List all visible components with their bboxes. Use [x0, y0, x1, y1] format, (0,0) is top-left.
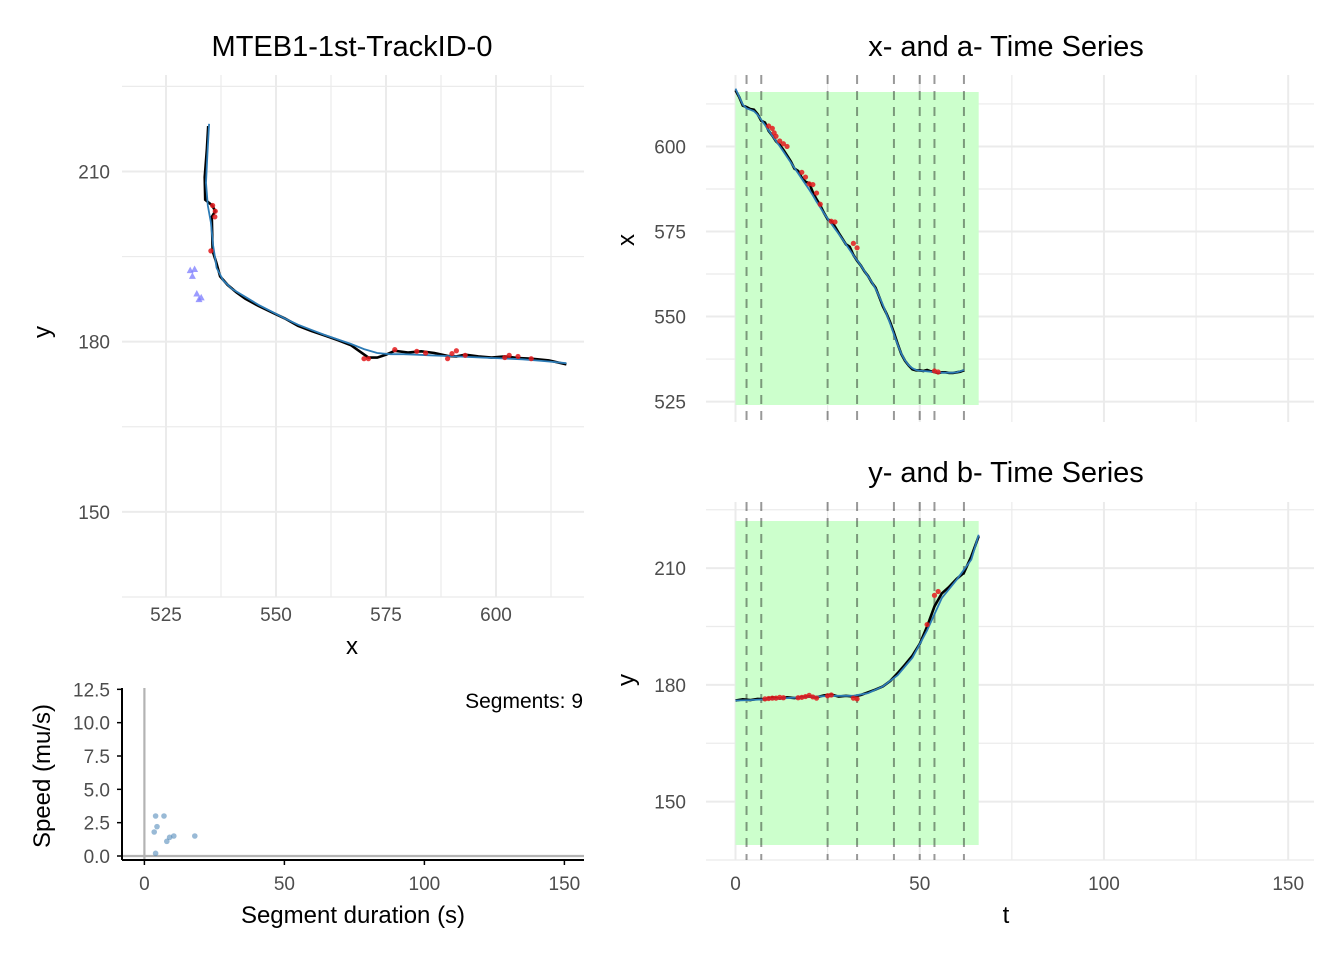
- xseries-red-point: [780, 141, 786, 147]
- speed-point: [152, 813, 159, 819]
- xseries-red-point: [817, 201, 823, 207]
- xseries-ylabel: x: [613, 234, 640, 246]
- yseries-red-point: [769, 695, 775, 701]
- yseries-red-point: [935, 588, 941, 595]
- xseries-red-point: [766, 123, 772, 129]
- speed-y-tick-label: 0.0: [84, 847, 110, 868]
- speed-point: [152, 850, 159, 857]
- speed-annotation: Segments: 9: [465, 690, 583, 713]
- yseries-title: y- and b- Time Series: [868, 457, 1144, 489]
- xseries-red-point: [813, 190, 820, 196]
- yseries-red-point: [854, 696, 860, 702]
- yseries-shaded-region: [735, 521, 979, 845]
- speed-y-tick-label: 12.5: [73, 680, 110, 701]
- xseries-red-point: [773, 133, 779, 139]
- track-red-point: [365, 356, 371, 362]
- track-red-point: [462, 352, 468, 358]
- track-red-point: [414, 348, 420, 354]
- xseries-y-tick-label: 575: [654, 222, 686, 243]
- xseries-red-point: [854, 245, 860, 251]
- xseries-title: x- and a- Time Series: [868, 31, 1144, 63]
- track-title: MTEB1-1st-TrackID-0: [212, 31, 493, 63]
- speed-xlabel: Segment duration (s): [241, 902, 465, 929]
- xseries-y-tick-label: 550: [654, 308, 686, 329]
- xseries-y-tick-label: 600: [654, 137, 686, 158]
- yseries-y-tick-label: 180: [654, 676, 686, 697]
- track-red-point: [212, 208, 218, 214]
- xseries-red-point: [784, 143, 790, 150]
- track-triangle-marker: [195, 295, 203, 303]
- track-ylabel: y: [29, 326, 56, 338]
- plot-layer: 525 550 575 600 150 180 210 0 50 100 150 0.0 2.5 5.0 7…: [73, 75, 1314, 895]
- yseries-y-tick-label: 150: [654, 793, 686, 814]
- speed-y-tick-label: 5.0: [84, 780, 110, 801]
- track-y-tick-label: 210: [78, 162, 110, 183]
- yseries-x-tick-label: 150: [1272, 874, 1304, 895]
- track-x-tick-label: 525: [150, 605, 182, 626]
- track-red-point: [423, 350, 429, 356]
- speed-point: [164, 838, 170, 845]
- yseries-x-tick-label: 0: [730, 874, 741, 895]
- track-triangle-marker: [188, 272, 196, 279]
- speed-ylabel: Speed (mu/s): [29, 704, 56, 848]
- speed-x-tick-label: 150: [549, 874, 581, 895]
- track-triangle-marker: [193, 289, 201, 297]
- track-red-point: [515, 353, 521, 360]
- speed-x-tick-label: 50: [274, 874, 295, 895]
- yseries-x-tick-label: 100: [1088, 874, 1120, 895]
- speed-point: [161, 813, 167, 819]
- xseries-red-point: [799, 169, 805, 175]
- xseries-y-tick-label: 525: [654, 393, 686, 414]
- xseries-red-point: [802, 174, 809, 180]
- yseries-x-tick-label: 50: [909, 874, 930, 895]
- track-x-tick-label: 600: [480, 605, 512, 626]
- speed-y-tick-label: 7.5: [84, 747, 110, 768]
- track-xlabel: x: [346, 633, 358, 660]
- track-red-point: [449, 350, 455, 357]
- track-y-tick-label: 180: [78, 333, 110, 354]
- track-red-point: [208, 248, 214, 254]
- speed-y-tick-label: 2.5: [84, 814, 110, 835]
- xseries-smooth-line: [734, 88, 965, 374]
- track-red-point: [445, 356, 451, 362]
- yseries-red-point: [931, 592, 938, 598]
- track-red-point: [453, 348, 459, 354]
- speed-point: [192, 833, 198, 839]
- yseries-red-point: [924, 621, 930, 628]
- speed-x-tick-label: 0: [139, 874, 150, 895]
- track-red-point: [361, 356, 367, 362]
- track-red-point: [392, 347, 398, 353]
- yseries-red-point: [813, 695, 820, 701]
- yseries-y-tick-label: 210: [654, 559, 686, 580]
- track-red-point: [210, 202, 216, 209]
- speed-point: [166, 834, 173, 841]
- speed-point: [171, 833, 177, 839]
- yseries-ylabel: y: [613, 674, 640, 686]
- speed-point: [154, 823, 160, 830]
- speed-y-tick-label: 10.0: [73, 714, 110, 735]
- xseries-red-point: [777, 138, 783, 144]
- xseries-red-point: [810, 181, 816, 188]
- track-red-point: [502, 354, 508, 361]
- track-smooth-line: [205, 123, 567, 365]
- yseries-red-point: [780, 695, 786, 701]
- xseries-red-point: [935, 369, 941, 375]
- xseries-red-point: [832, 219, 838, 225]
- speed-point: [151, 829, 157, 835]
- track-red-point: [506, 352, 512, 358]
- yseries-xlabel: t: [1003, 902, 1010, 929]
- xseries-red-point: [850, 240, 856, 246]
- track-x-tick-label: 575: [370, 605, 402, 626]
- track-red-point: [528, 356, 534, 362]
- speed-x-tick-label: 100: [409, 874, 441, 895]
- track-y-tick-label: 150: [78, 503, 110, 524]
- track-triangle-marker: [191, 265, 199, 273]
- xseries-red-point: [769, 125, 775, 132]
- track-red-point: [212, 214, 218, 220]
- track-x-tick-label: 550: [260, 605, 292, 626]
- yseries-red-point: [828, 692, 834, 698]
